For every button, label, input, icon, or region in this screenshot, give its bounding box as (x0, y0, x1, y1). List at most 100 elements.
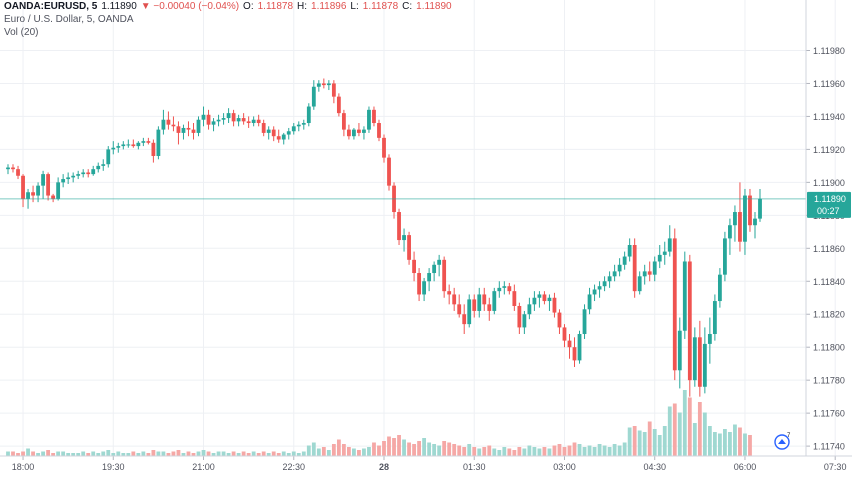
legend-change: ▼ −0.00040 (−0.04%) (140, 1, 240, 12)
candle-body (532, 297, 537, 305)
volume-bar (587, 445, 592, 456)
candle-body (286, 131, 291, 135)
tradingview-logo-icon[interactable]: 7 (774, 432, 792, 450)
volume-bar (397, 435, 401, 456)
x-tick-label: 21:00 (192, 462, 215, 472)
x-tick-label: 28 (379, 462, 389, 472)
volume-bar (352, 448, 356, 456)
volume-bar (502, 447, 507, 456)
candle-body (36, 185, 40, 196)
candle-body (151, 142, 156, 156)
candle (617, 258, 622, 277)
volume-bar (181, 453, 186, 456)
candle-body (116, 146, 121, 148)
candle (131, 139, 136, 148)
candle-body (121, 144, 126, 147)
legend-description: Euro / U.S. Dollar, 5, OANDA (4, 14, 134, 25)
candle-body (487, 304, 492, 311)
candle-body (717, 274, 722, 302)
candle-body (51, 195, 56, 199)
volume-bar (497, 450, 502, 456)
candle-body (447, 291, 452, 295)
volume-bar (331, 444, 336, 456)
candle (367, 106, 371, 133)
volume-bar (296, 453, 301, 456)
candle-body (281, 134, 286, 140)
volume-bar (377, 445, 381, 456)
candle (146, 137, 151, 145)
volume-bar (46, 450, 51, 456)
candle (717, 268, 722, 308)
candle (251, 116, 256, 127)
candle (66, 172, 71, 185)
candle (567, 334, 572, 359)
candle-body (617, 264, 622, 272)
candle (101, 159, 106, 171)
candle-body (16, 169, 20, 176)
volume-bar (11, 451, 15, 456)
volume-bar (557, 444, 562, 456)
candle (126, 139, 131, 148)
candle-body (697, 337, 702, 387)
candle-body (241, 118, 246, 122)
volume-bar (266, 453, 271, 456)
volume-bar (552, 445, 557, 456)
volume-bar (652, 429, 657, 456)
candle (682, 251, 687, 339)
candle-body (577, 334, 582, 361)
volume-bar (311, 442, 316, 456)
volume-bar (156, 451, 161, 456)
volume-bar (211, 453, 216, 456)
candle-body (597, 286, 602, 290)
candle (662, 241, 667, 265)
candle-body (131, 144, 136, 147)
candle (487, 297, 492, 321)
volume-bar (357, 450, 361, 456)
candle-body (582, 309, 587, 335)
candle-body (397, 212, 401, 241)
candle (236, 114, 241, 127)
candle (61, 174, 66, 188)
legend-open-value: 1.11878 (257, 1, 294, 12)
volume-bar (31, 451, 35, 456)
candle-body (527, 304, 532, 315)
candle-body (748, 195, 752, 226)
gridlines (0, 0, 836, 456)
candle (642, 264, 647, 285)
candle-body (246, 121, 251, 124)
legend-volume-label: Vol (20) (4, 27, 39, 38)
volume-bar (6, 451, 10, 456)
candle-body (677, 330, 682, 371)
candle (723, 231, 727, 282)
candle (517, 302, 522, 335)
candle (712, 294, 717, 341)
time-axis[interactable]: 18:00 19:30 21:00 22:30 28 01:30 03:00 04:30 06:… (0, 455, 852, 472)
candle-body (216, 119, 221, 122)
volume-bar (161, 451, 166, 456)
volume-bar (482, 447, 487, 456)
candle-body (191, 129, 196, 133)
volume-bar (512, 450, 517, 456)
candle (11, 164, 15, 173)
candle (291, 123, 296, 135)
volume-bar (602, 445, 607, 456)
candle-body (111, 147, 116, 150)
candle (231, 109, 236, 127)
volume-bar (141, 451, 146, 456)
candle (422, 277, 427, 302)
candle-body (311, 86, 316, 107)
candle-body (56, 182, 61, 199)
candle (743, 188, 747, 255)
volume-bar (286, 453, 291, 456)
volume-bar (667, 406, 672, 456)
candle (397, 208, 401, 245)
candle-body (341, 113, 346, 130)
candle-body (507, 286, 512, 292)
last-price-badge: 1.11890 00:27 (807, 191, 851, 218)
candle (71, 172, 76, 183)
volume-bar (236, 453, 241, 456)
volume-bar (647, 421, 652, 456)
candle-body (66, 177, 71, 180)
price-axis[interactable]: 1.11740 1.11760 1.11780 1.11800 1.11820 1.118… (805, 0, 845, 456)
